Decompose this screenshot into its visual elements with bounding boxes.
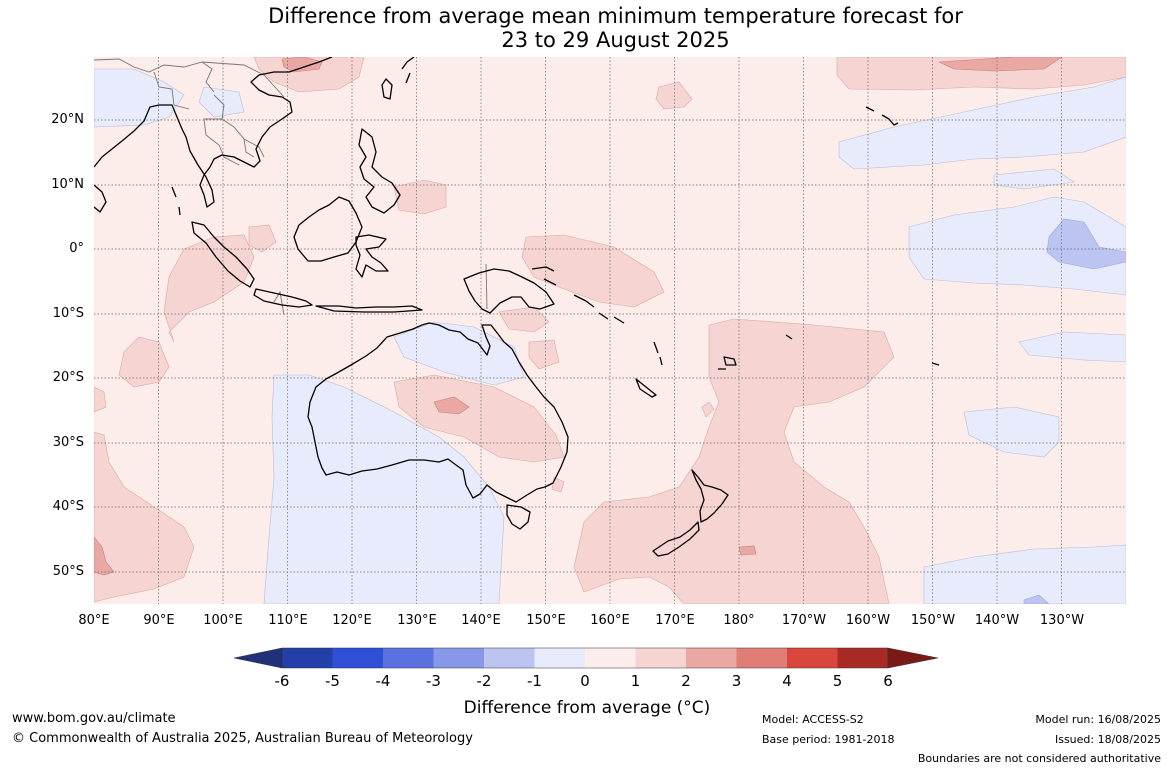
new-zealand-south-coast [652, 521, 700, 557]
colorbar-tick-label: 5 [832, 672, 843, 690]
colorbar-swatch [383, 648, 434, 668]
borneo-coast [293, 196, 363, 262]
ryukyu-coast [401, 57, 415, 84]
temperature-anomaly-map [94, 57, 1126, 604]
lon-label-140e: 140°E [461, 613, 501, 628]
model-text: Model: ACCESS-S2 [762, 713, 864, 726]
map-title: Difference from average mean minimum tem… [0, 4, 1173, 52]
colorbar-tick-label: 4 [782, 672, 792, 690]
vanuatu-coast [653, 341, 663, 366]
lon-label-130e: 130°E [397, 613, 437, 628]
lon-label-170w: 170°W [781, 613, 827, 628]
warm-anomaly-regions [94, 57, 1126, 604]
colorbar-frame [281, 647, 889, 669]
colorbar-swatch [534, 648, 585, 668]
colorbar-tick-label: -6 [274, 672, 290, 690]
bismarck-coast [531, 266, 557, 286]
colorbar-swatch [282, 648, 333, 668]
lon-label-80e: 80°E [78, 613, 110, 628]
lesser-sunda-coast [315, 305, 423, 313]
colorbar-tick-label: -3 [426, 672, 441, 690]
colorbar-extend-high [887, 647, 939, 669]
model-run-text: Model run: 16/08/2025 [1035, 713, 1161, 726]
lon-label-160e: 160°E [590, 613, 630, 628]
website-text: www.bom.gov.au/climate [12, 711, 176, 726]
tasmania-coast [506, 504, 531, 530]
lon-label-140w: 140°W [974, 613, 1020, 628]
cool-anomaly-regions [94, 68, 1126, 604]
fiji-coast [718, 356, 737, 370]
issued-text: Issued: 18/08/2025 [1054, 733, 1161, 746]
colorbar-swatch [484, 648, 535, 668]
colorbar-tick-label: 0 [580, 672, 590, 690]
lat-label-50s: 50°S [52, 564, 84, 579]
lon-label-120e: 120°E [332, 613, 372, 628]
copyright-text: © Commonwealth of Australia 2025, Austra… [12, 731, 473, 746]
lat-label-10n: 10°N [51, 177, 84, 192]
mainland-asia-coast [94, 57, 333, 208]
title-line-1: Difference from average mean minimum tem… [268, 4, 963, 28]
colorbar-swatch [433, 648, 484, 668]
tonga-coast [785, 334, 793, 340]
andaman-coast [171, 186, 181, 216]
lat-label-30s: 30°S [52, 435, 84, 450]
australia-coast [307, 322, 569, 503]
lat-label-0: 0° [69, 241, 84, 256]
philippines-coast [358, 128, 401, 214]
lon-label-170e: 170°E [655, 613, 695, 628]
colorbar-tick-label: 1 [630, 672, 641, 690]
sri-lanka-coast [94, 184, 107, 213]
base-period-text: Base period: 1981-2018 [762, 733, 895, 746]
lon-label-90e: 90°E [143, 613, 175, 628]
colorbar-tick-label: 6 [883, 672, 893, 690]
disclaimer-text: Boundaries are not considered authoritat… [917, 752, 1161, 765]
colorbar-swatch [332, 648, 383, 668]
warm-anomaly-cores [94, 57, 1063, 576]
cool-anomaly-core [1023, 218, 1126, 604]
coastlines [94, 57, 940, 557]
lon-label-180: 180° [723, 613, 755, 628]
lon-label-130w: 130°W [1039, 613, 1085, 628]
taiwan-coast [381, 78, 393, 100]
colorbar-tick-label: -4 [375, 672, 391, 690]
colorbar-tick-label: -5 [325, 672, 340, 690]
samoa-coast [931, 362, 940, 366]
lon-label-110e: 110°E [268, 613, 308, 628]
country-boundaries [94, 58, 488, 316]
sumatra-coast [191, 221, 255, 288]
lat-label-20s: 20°S [52, 370, 84, 385]
title-line-2: 23 to 29 August 2025 [501, 28, 730, 52]
lat-label-10s: 10°S [52, 306, 84, 321]
new-guinea-coast [463, 268, 555, 314]
colorbar-swatch [787, 648, 838, 668]
sulawesi-coast [355, 234, 389, 278]
graticule-lines [94, 57, 1126, 604]
lon-label-160w: 160°W [845, 613, 891, 628]
colorbar-extend-low [233, 647, 283, 669]
colorbar-swatch [686, 648, 737, 668]
colorbar-label: Difference from average (°C) [463, 698, 711, 718]
colorbar-swatch [736, 648, 787, 668]
colorbar-swatches [233, 647, 939, 669]
lon-label-150w: 150°W [910, 613, 956, 628]
lat-label-20n: 20°N [51, 112, 84, 127]
new-zealand-north-coast [691, 469, 729, 523]
colorbar-swatch [585, 648, 636, 668]
colorbar-swatch [837, 648, 888, 668]
java-coast [253, 288, 313, 308]
hawaii-coast [865, 106, 899, 126]
colorbar-tick-label: -1 [527, 672, 542, 690]
solomon-islands-coast [573, 294, 625, 324]
new-caledonia-coast [635, 378, 657, 398]
lat-label-40s: 40°S [52, 499, 84, 514]
colorbar-tick-label: -2 [476, 672, 492, 690]
lon-label-100e: 100°E [203, 613, 243, 628]
colorbar-tick-label: 2 [681, 672, 691, 690]
colorbar-tick-label: 3 [731, 672, 742, 690]
colorbar-swatch [635, 648, 686, 668]
colorbar [232, 645, 940, 671]
lon-label-150e: 150°E [526, 613, 566, 628]
